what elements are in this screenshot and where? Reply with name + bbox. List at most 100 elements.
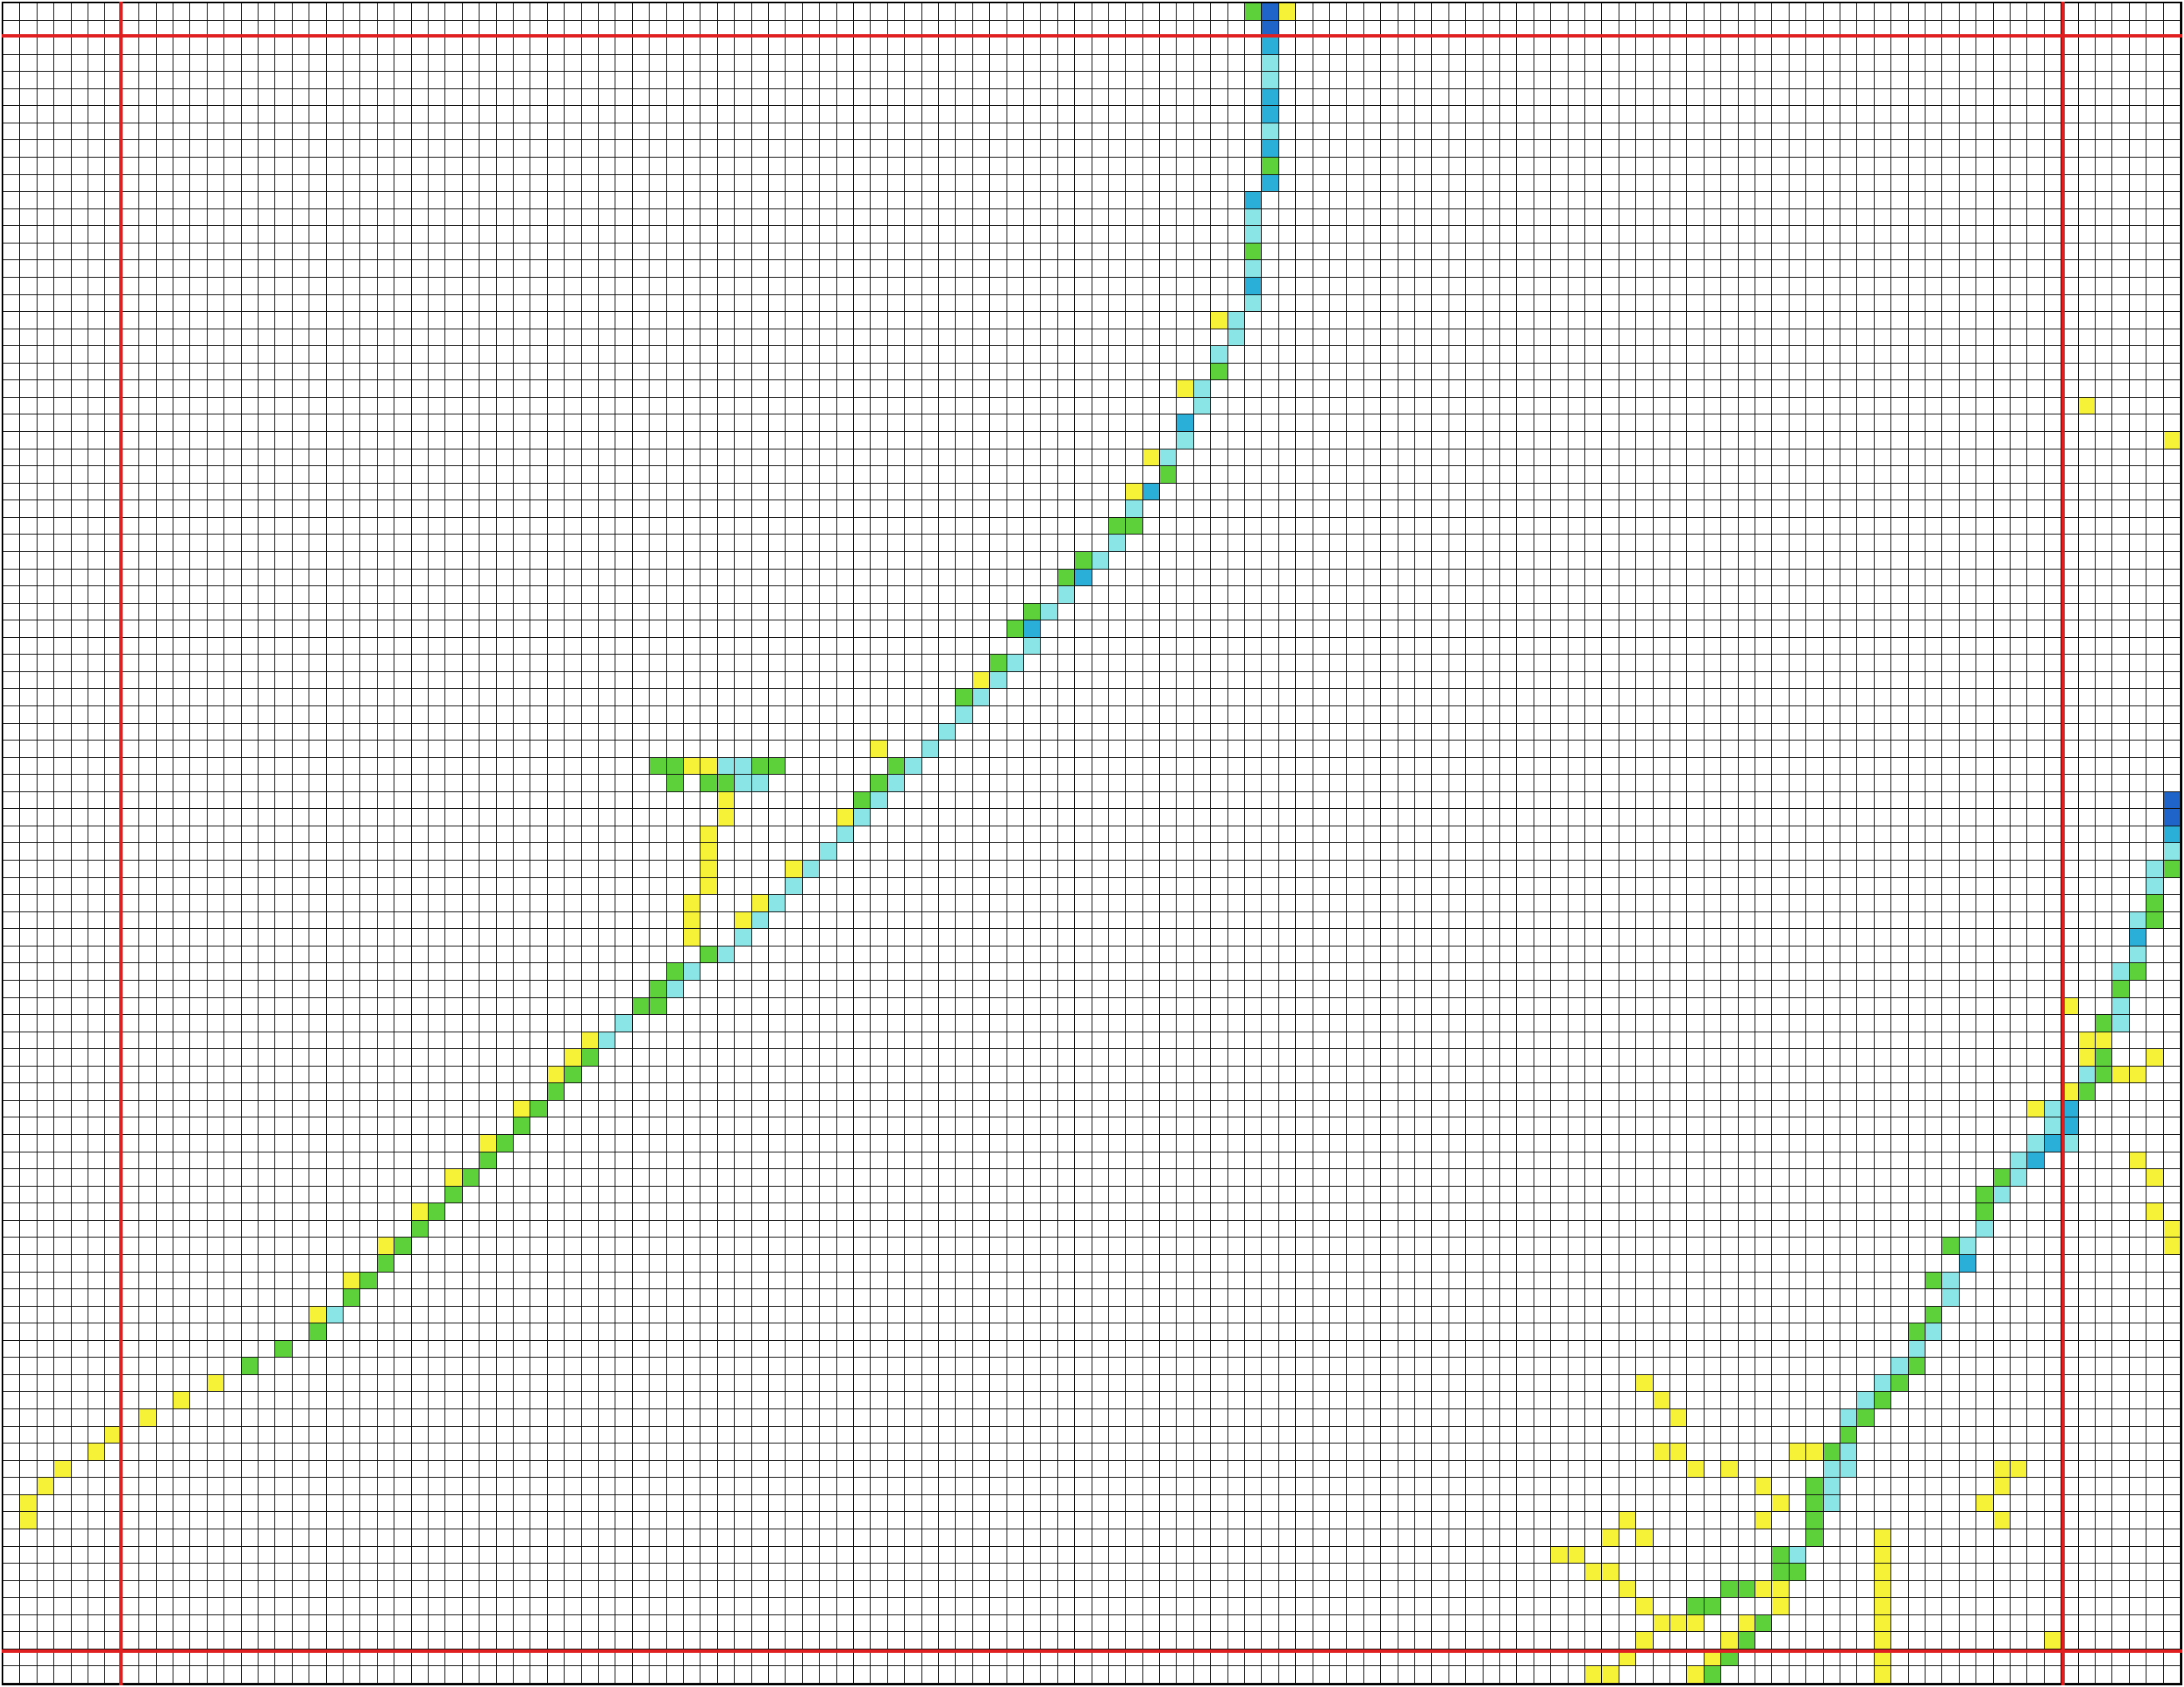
grid-cell	[462, 260, 480, 278]
grid-cell	[1142, 466, 1161, 484]
grid-cell	[1738, 54, 1756, 73]
grid-cell	[1075, 312, 1092, 329]
grid-cell	[360, 449, 378, 467]
grid-cell	[1602, 277, 1619, 295]
grid-cell	[1160, 192, 1177, 209]
grid-cell	[1483, 106, 1501, 123]
grid-cell	[921, 500, 939, 518]
grid-cell	[428, 397, 446, 415]
grid-cell	[650, 380, 667, 398]
grid-cell	[1483, 397, 1501, 415]
grid-cell	[309, 603, 327, 621]
grid-cell	[1347, 500, 1364, 518]
grid-cell	[1636, 88, 1654, 107]
grid-cell	[496, 312, 514, 329]
grid-cell	[1007, 620, 1024, 638]
grid-cell	[1585, 54, 1603, 73]
grid-cell	[1925, 569, 1943, 587]
grid-cell	[786, 294, 803, 313]
grid-cell	[309, 517, 327, 535]
grid-cell	[2163, 294, 2181, 313]
grid-cell	[1330, 466, 1348, 484]
grid-cell	[956, 363, 973, 381]
grid-cell	[513, 20, 531, 38]
grid-cell	[1363, 449, 1382, 467]
grid-cell	[581, 603, 599, 621]
grid-cell	[1823, 569, 1841, 587]
grid-cell	[972, 277, 991, 295]
grid-cell	[207, 174, 225, 193]
grid-cell	[1448, 569, 1467, 587]
grid-cell	[224, 20, 242, 38]
grid-cell	[54, 483, 72, 501]
grid-cell	[1500, 140, 1518, 158]
grid-cell	[650, 88, 667, 107]
grid-cell	[938, 500, 956, 518]
grid-cell	[1075, 586, 1092, 604]
grid-cell	[1041, 158, 1058, 175]
grid-cell	[632, 226, 650, 244]
grid-cell	[1517, 603, 1534, 621]
grid-cell	[1092, 20, 1109, 38]
grid-cell	[173, 158, 191, 175]
grid-cell	[1704, 277, 1722, 295]
grid-cell	[1023, 260, 1042, 278]
grid-cell	[394, 432, 412, 449]
grid-cell	[2061, 72, 2079, 89]
grid-cell	[836, 88, 854, 107]
grid-cell	[1568, 226, 1586, 244]
grid-cell	[820, 346, 837, 364]
grid-cell	[2096, 312, 2113, 329]
grid-cell	[1007, 72, 1024, 89]
grid-cell	[1840, 260, 1858, 278]
grid-cell	[615, 637, 633, 655]
grid-cell	[1551, 432, 1569, 449]
grid-cell	[615, 54, 633, 73]
grid-cell	[1687, 586, 1705, 604]
grid-cell	[921, 586, 939, 604]
grid-cell	[1755, 432, 1773, 449]
grid-cell	[343, 449, 361, 467]
grid-cell	[1500, 174, 1518, 193]
grid-cell	[190, 483, 208, 501]
grid-cell	[1075, 483, 1092, 501]
grid-cell	[54, 466, 72, 484]
grid-cell	[1551, 517, 1569, 535]
grid-cell	[1193, 569, 1212, 587]
grid-cell	[513, 483, 531, 501]
grid-cell	[1602, 517, 1619, 535]
grid-cell	[717, 517, 736, 535]
grid-cell	[1193, 380, 1212, 398]
grid-cell	[700, 260, 718, 278]
grid-cell	[2112, 208, 2130, 227]
grid-cell	[1993, 88, 2011, 107]
grid-cell	[190, 449, 208, 467]
grid-cell	[1653, 483, 1671, 501]
grid-cell	[2027, 294, 2045, 313]
grid-cell	[2146, 449, 2164, 467]
grid-cell	[139, 20, 157, 38]
grid-cell	[1568, 586, 1586, 604]
grid-cell	[565, 535, 582, 552]
grid-cell	[1262, 551, 1279, 570]
grid-cell	[887, 432, 906, 449]
grid-cell	[598, 192, 616, 209]
grid-cell	[650, 140, 667, 158]
grid-cell	[1568, 535, 1586, 552]
grid-cell	[921, 466, 939, 484]
grid-cell	[1942, 72, 1960, 89]
grid-cell	[1517, 3, 1534, 21]
grid-cell	[1313, 3, 1331, 21]
grid-cell	[1942, 569, 1960, 587]
grid-cell	[88, 243, 106, 261]
grid-cell	[887, 655, 906, 672]
grid-cell	[1228, 38, 1246, 55]
grid-cell	[1755, 655, 1773, 672]
grid-cell	[1942, 38, 1960, 55]
grid-cell	[871, 72, 888, 89]
grid-cell	[1500, 106, 1518, 123]
grid-cell	[683, 38, 701, 55]
grid-cell	[1755, 346, 1773, 364]
grid-cell	[190, 106, 208, 123]
grid-cell	[632, 637, 650, 655]
